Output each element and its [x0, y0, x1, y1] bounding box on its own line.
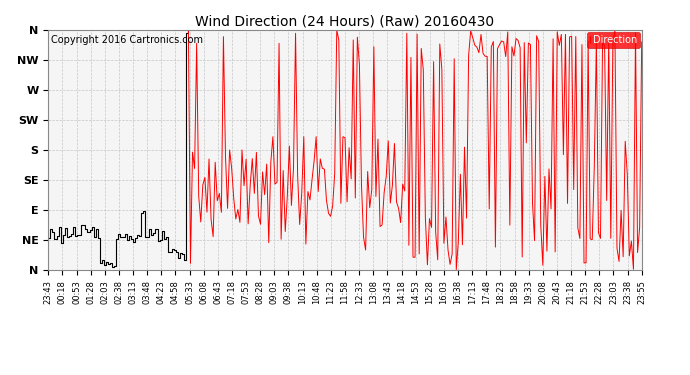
Legend: Direction: Direction — [586, 32, 640, 48]
Title: Wind Direction (24 Hours) (Raw) 20160430: Wind Direction (24 Hours) (Raw) 20160430 — [195, 15, 495, 29]
Text: Copyright 2016 Cartronics.com: Copyright 2016 Cartronics.com — [51, 35, 204, 45]
